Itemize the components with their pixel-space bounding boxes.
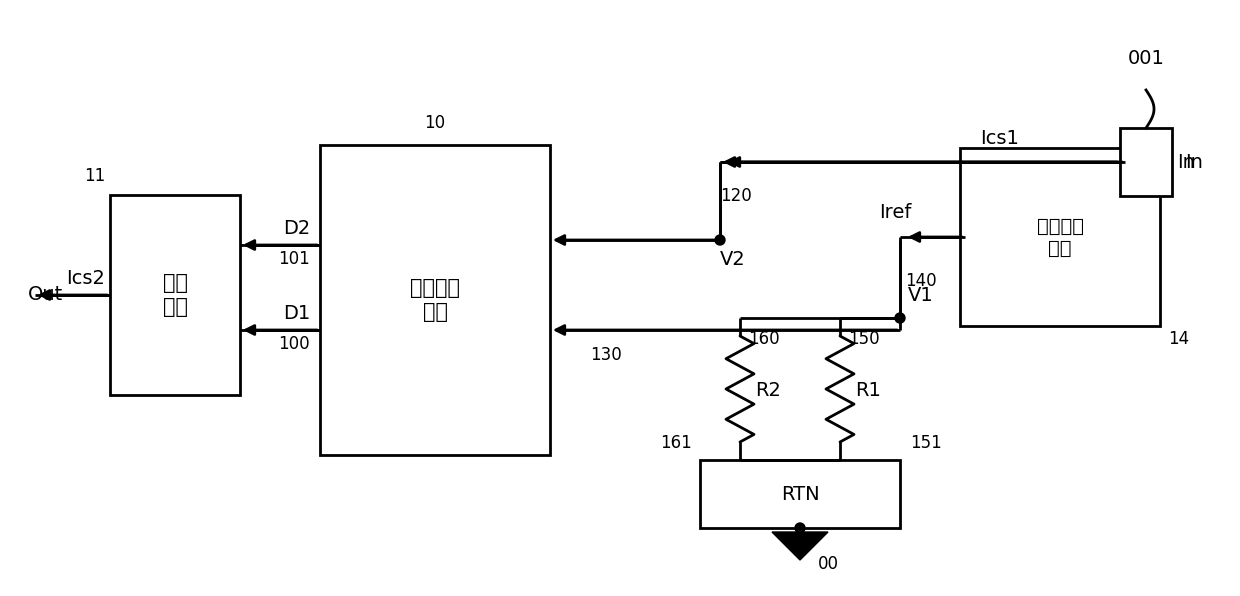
Text: In: In (1185, 153, 1203, 172)
Text: D1: D1 (283, 304, 310, 323)
Text: 120: 120 (720, 187, 751, 205)
Text: In: In (1177, 153, 1195, 172)
Text: 100: 100 (278, 335, 310, 353)
Text: V1: V1 (908, 286, 934, 305)
Polygon shape (773, 532, 828, 560)
Text: 14: 14 (1168, 330, 1189, 348)
Circle shape (895, 313, 905, 323)
Text: R2: R2 (755, 380, 781, 399)
Text: 160: 160 (748, 330, 780, 348)
Text: V2: V2 (720, 250, 745, 269)
Text: 101: 101 (278, 250, 310, 268)
Text: 130: 130 (590, 346, 622, 364)
Text: 11: 11 (84, 167, 105, 185)
Text: RTN: RTN (781, 485, 820, 504)
Text: 计算
模块: 计算 模块 (162, 274, 187, 316)
Text: D2: D2 (283, 219, 310, 238)
Text: R1: R1 (856, 380, 880, 399)
Bar (960, 148, 1159, 326)
Bar (320, 145, 551, 455)
Circle shape (795, 523, 805, 533)
Text: Ics2: Ics2 (66, 269, 105, 288)
Text: Ics1: Ics1 (981, 129, 1019, 148)
Bar (701, 460, 900, 528)
Text: Out: Out (29, 285, 63, 305)
Text: 150: 150 (848, 330, 879, 348)
Text: 00: 00 (818, 555, 839, 573)
Text: 151: 151 (910, 434, 941, 452)
Text: 140: 140 (905, 272, 936, 290)
Circle shape (715, 235, 725, 245)
Text: 001: 001 (1127, 49, 1164, 68)
Text: 10: 10 (424, 114, 445, 132)
Text: 参考电流
模块: 参考电流 模块 (1037, 216, 1084, 257)
Bar (1120, 128, 1172, 196)
Text: 模数转换
模块: 模数转换 模块 (410, 278, 460, 322)
Text: 161: 161 (660, 434, 692, 452)
Bar (110, 195, 241, 395)
Text: Iref: Iref (879, 203, 911, 222)
